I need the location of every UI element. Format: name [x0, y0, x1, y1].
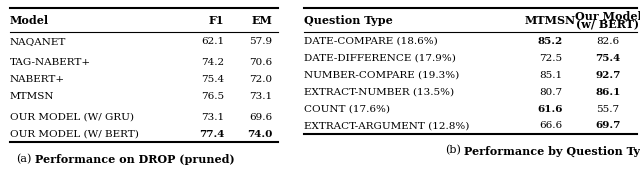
- Text: 80.7: 80.7: [539, 88, 562, 97]
- Text: NUMBER-COMPARE (19.3%): NUMBER-COMPARE (19.3%): [304, 71, 460, 80]
- Text: Performance on DROP (pruned): Performance on DROP (pruned): [35, 154, 235, 165]
- Text: 77.4: 77.4: [198, 130, 224, 139]
- Text: 76.5: 76.5: [201, 92, 224, 101]
- Text: 74.2: 74.2: [201, 58, 224, 67]
- Text: 70.6: 70.6: [249, 58, 272, 67]
- Text: (w/ BERT): (w/ BERT): [577, 19, 639, 30]
- Text: TAG-NABERT+: TAG-NABERT+: [10, 58, 91, 67]
- Text: NAQANET: NAQANET: [10, 37, 66, 46]
- Text: Question Type: Question Type: [304, 15, 393, 26]
- Text: 69.6: 69.6: [249, 113, 272, 122]
- Text: 72.5: 72.5: [539, 54, 562, 63]
- Text: (b): (b): [445, 145, 461, 156]
- Text: 73.1: 73.1: [249, 92, 272, 101]
- Text: 73.1: 73.1: [201, 113, 224, 122]
- Text: DATE-DIFFERENCE (17.9%): DATE-DIFFERENCE (17.9%): [304, 54, 456, 63]
- Text: 86.1: 86.1: [595, 88, 621, 97]
- Text: COUNT (17.6%): COUNT (17.6%): [304, 104, 390, 114]
- Text: 62.1: 62.1: [201, 37, 224, 46]
- Text: MTMSN: MTMSN: [10, 92, 54, 101]
- Text: 66.6: 66.6: [539, 121, 562, 130]
- Text: 55.7: 55.7: [596, 104, 620, 114]
- Text: DATE-COMPARE (18.6%): DATE-COMPARE (18.6%): [304, 37, 438, 46]
- Text: F1: F1: [209, 15, 224, 26]
- Text: OUR MODEL (W/ GRU): OUR MODEL (W/ GRU): [10, 113, 134, 122]
- Text: NABERT+: NABERT+: [10, 75, 65, 84]
- Text: Performance by Question Type (F1): Performance by Question Type (F1): [464, 145, 640, 156]
- Text: 74.0: 74.0: [246, 130, 272, 139]
- Text: 92.7: 92.7: [595, 71, 621, 80]
- Text: Model: Model: [10, 15, 49, 26]
- Text: EM: EM: [251, 15, 272, 26]
- Text: 82.6: 82.6: [596, 37, 620, 46]
- Text: 57.9: 57.9: [249, 37, 272, 46]
- Text: 85.2: 85.2: [538, 37, 563, 46]
- Text: 75.4: 75.4: [595, 54, 621, 63]
- Text: 69.7: 69.7: [595, 121, 621, 130]
- Text: 72.0: 72.0: [249, 75, 272, 84]
- Text: (a): (a): [16, 154, 31, 164]
- Text: MTMSN: MTMSN: [525, 15, 576, 26]
- Text: 61.6: 61.6: [538, 104, 563, 114]
- Text: EXTRACT-NUMBER (13.5%): EXTRACT-NUMBER (13.5%): [304, 88, 454, 97]
- Text: 85.1: 85.1: [539, 71, 562, 80]
- Text: OUR MODEL (W/ BERT): OUR MODEL (W/ BERT): [10, 130, 138, 139]
- Text: Our Model: Our Model: [575, 10, 640, 22]
- Text: EXTRACT-ARGUMENT (12.8%): EXTRACT-ARGUMENT (12.8%): [304, 121, 469, 130]
- Text: 75.4: 75.4: [201, 75, 224, 84]
